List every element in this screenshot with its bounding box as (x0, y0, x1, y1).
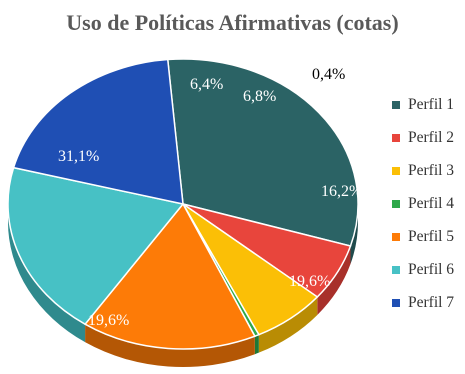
pie-side-perfil-5 (85, 324, 255, 368)
legend-swatch (392, 265, 400, 274)
legend-item-perfil-7: Perfil 7 (392, 286, 454, 319)
pie-slice-perfil-7 (12, 58, 184, 205)
data-label-perfil-6: 19,6% (289, 273, 330, 290)
data-label-perfil-4: 0,4% (312, 66, 345, 83)
legend-item-perfil-5: Perfil 5 (392, 220, 454, 253)
legend-label: Perfil 1 (408, 95, 455, 113)
legend-label: Perfil 2 (408, 128, 455, 146)
legend-label: Perfil 5 (408, 227, 455, 245)
pie-side-perfil-4 (254, 334, 259, 355)
legend-label: Perfil 3 (408, 161, 455, 179)
legend-item-perfil-3: Perfil 3 (392, 154, 454, 187)
legend-item-perfil-2: Perfil 2 (392, 121, 454, 154)
chart-title: Uso de Políticas Afirmativas (cotas) (66, 10, 399, 35)
pie-side-perfil-3 (258, 296, 318, 353)
legend-swatch (392, 166, 400, 175)
legend-swatch (392, 298, 400, 307)
legend-swatch (392, 100, 400, 109)
legend-item-perfil-4: Perfil 4 (392, 187, 454, 220)
legend-item-perfil-6: Perfil 6 (392, 253, 454, 286)
pie-side-perfil-6 (8, 204, 86, 343)
data-label-perfil-7: 19,6% (88, 312, 129, 329)
legend-label: Perfil 6 (408, 260, 455, 278)
data-label-perfil-1: 31,1% (58, 148, 99, 165)
legend-swatch (392, 199, 400, 208)
legend-swatch (392, 133, 400, 142)
legend-item-perfil-1: Perfil 1 (392, 88, 454, 121)
legend-swatch (392, 232, 400, 241)
legend-label: Perfil 7 (408, 293, 455, 311)
data-label-perfil-5: 16,2% (321, 183, 362, 200)
legend-label: Perfil 4 (408, 194, 455, 212)
data-label-perfil-2: 6,4% (190, 76, 223, 93)
pie-slice-perfil-5 (83, 202, 256, 350)
chart-legend: Perfil 1 Perfil 2 Perfil 3 Perfil 4 Perfil 5… (392, 88, 454, 319)
pie-side-perfil-2 (317, 246, 351, 315)
pie-slice-perfil-1 (166, 58, 359, 247)
data-label-perfil-3: 6,8% (243, 88, 276, 105)
pie-side-walls (8, 204, 358, 368)
pie-slice-perfil-6 (7, 166, 185, 326)
